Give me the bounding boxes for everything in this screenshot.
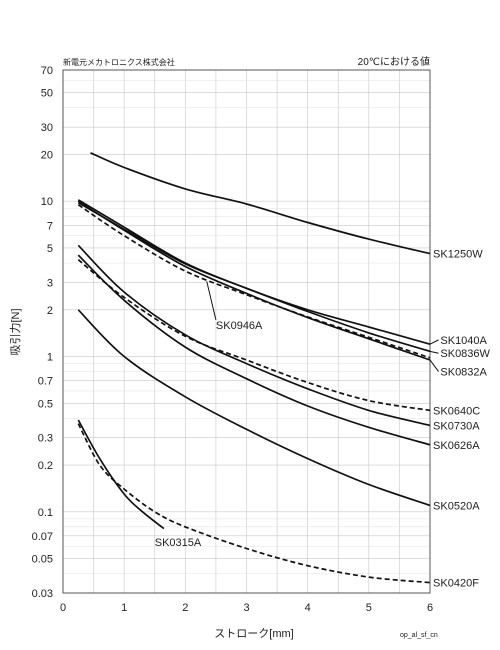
y-tick-label: 3 <box>47 277 53 289</box>
y-tick-labels: 70 50 30 20 10 7 5 3 2 1 0.7 0.5 0.3 0.2 0.1 0.07 0.05 0.… <box>32 65 53 600</box>
y-tick-label: 0.03 <box>32 588 53 600</box>
x-tick-label: 6 <box>427 602 433 614</box>
x-tick-label: 1 <box>121 602 127 614</box>
leader-line-sk1040a <box>429 339 439 345</box>
maker-text: 新電元メカトロニクス株式会社 <box>63 57 175 67</box>
x-tick-labels: 0 1 2 3 4 5 6 <box>60 602 433 614</box>
y-tick-label: 0.2 <box>38 460 53 472</box>
series-label-sk0946a: SK0946A <box>216 320 263 332</box>
series-line-sk0836w <box>77 201 431 353</box>
series-line-sk0315a <box>77 419 165 530</box>
x-axis-label: ストローク[mm] <box>214 627 293 640</box>
y-axis-label: 吸引力[N] <box>8 308 22 355</box>
series-line-sk0832a <box>77 200 431 361</box>
x-tick-label: 5 <box>366 602 372 614</box>
y-tick-label: 0.07 <box>32 531 53 543</box>
leader-line-sk0836w <box>429 350 439 354</box>
y-tick-label: 20 <box>41 149 53 161</box>
series-label-sk0730a: SK0730A <box>433 420 480 432</box>
y-tick-label: 2 <box>47 305 53 317</box>
footer-code: op_al_sf_cn <box>400 632 438 639</box>
series-label-sk0420f: SK0420F <box>433 578 479 590</box>
series-label-sk0315a: SK0315A <box>155 537 202 549</box>
series-line-sk0520a <box>77 309 431 507</box>
y-tick-label: 50 <box>41 88 53 100</box>
y-tick-label: 1 <box>47 352 53 364</box>
y-tick-label: 0.5 <box>38 398 53 410</box>
leader-line-sk0946a <box>206 281 217 321</box>
series-label-sk0626a: SK0626A <box>433 440 480 452</box>
series-line-sk1250w <box>90 152 431 255</box>
series-label-sk1040a: SK1040A <box>440 335 487 347</box>
y-tick-label: 30 <box>41 122 53 134</box>
x-tick-label: 2 <box>182 602 188 614</box>
series-label-sk0520a: SK0520A <box>433 500 480 512</box>
series-label-sk1250w: SK1250W <box>433 249 483 261</box>
series-line-sk0420f <box>77 423 431 584</box>
y-tick-label: 0.7 <box>38 376 53 388</box>
y-tick-label: 10 <box>41 196 53 208</box>
y-tick-label: 70 <box>41 65 53 77</box>
series-line-sk0626a <box>77 254 431 446</box>
y-tick-label: 0.1 <box>38 507 53 519</box>
series-line-sk0730a <box>77 244 431 427</box>
y-tick-label: 7 <box>47 220 53 232</box>
x-tick-label: 3 <box>243 602 249 614</box>
condition-text: 20℃における値 <box>358 55 430 68</box>
x-tick-label: 4 <box>305 602 311 614</box>
series-label-sk0836w: SK0836W <box>440 348 490 360</box>
y-tick-label: 0.3 <box>38 433 53 445</box>
y-tick-label: 5 <box>47 243 53 255</box>
leader-line-sk0832a <box>429 359 439 372</box>
series-line-sk0946a <box>77 203 431 359</box>
series-label-sk0832a: SK0832A <box>440 367 487 379</box>
y-tick-label: 0.05 <box>32 554 53 566</box>
series-label-sk0640c: SK0640C <box>433 405 480 417</box>
series-line-sk0640c <box>77 259 431 412</box>
plot-frame <box>62 69 431 594</box>
series-lines <box>77 152 431 584</box>
x-tick-label: 0 <box>60 602 66 614</box>
